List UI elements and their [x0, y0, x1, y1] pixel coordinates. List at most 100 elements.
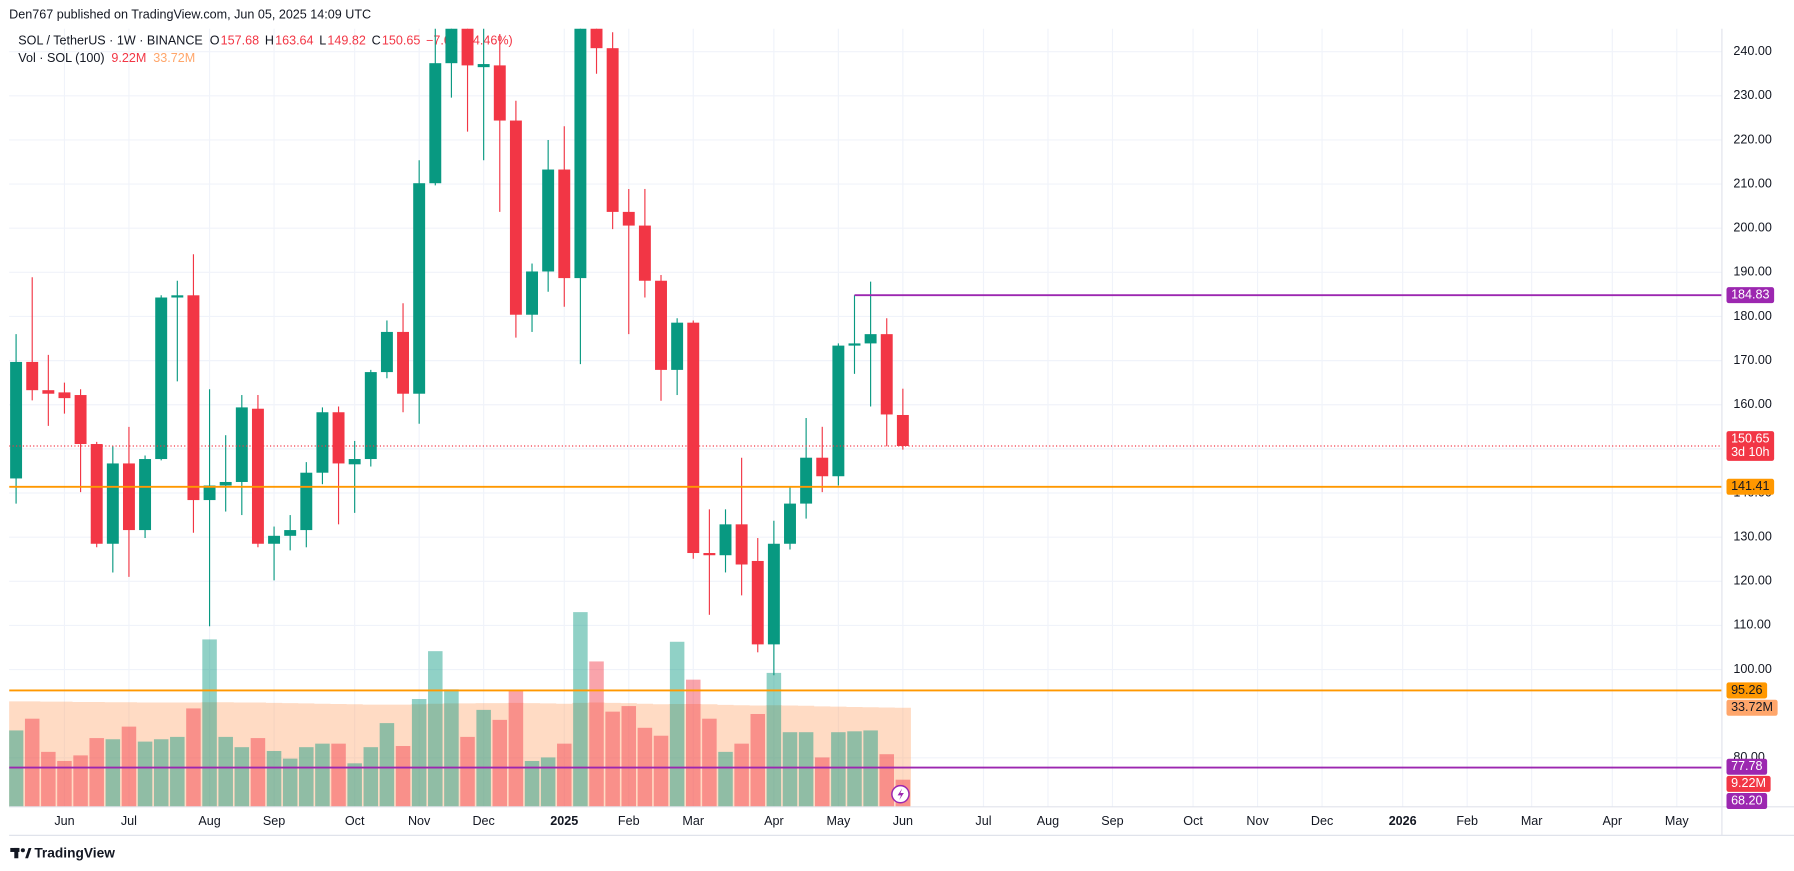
legend-item: 157.68	[221, 34, 259, 48]
volume-bar	[73, 755, 88, 807]
candle-body	[122, 463, 135, 531]
label-text: 141.41	[1731, 479, 1769, 493]
volume-bar	[653, 735, 669, 807]
y-tick-label: 120.00	[1733, 574, 1771, 588]
candle-body	[526, 271, 538, 315]
label-text: 150.65	[1731, 431, 1769, 445]
grid	[9, 28, 1722, 807]
x-tick-label: Sep	[1101, 814, 1123, 828]
candle-body	[332, 412, 345, 464]
candle-body	[509, 120, 522, 315]
candle-body	[606, 48, 619, 212]
label-box	[1726, 793, 1768, 810]
x-tick-label: May	[826, 814, 850, 828]
volume-bar	[460, 736, 475, 807]
x-tick-label: Mar	[1521, 814, 1543, 828]
legend-item: 150.65	[382, 34, 420, 48]
candle-body	[316, 412, 329, 473]
candle-body	[574, 28, 587, 279]
y-tick-label: 190.00	[1733, 265, 1771, 279]
candle-body	[655, 280, 667, 370]
volume-bar	[250, 738, 266, 807]
volume-bar	[186, 708, 201, 807]
legend-item: H	[265, 34, 274, 48]
candle-body	[26, 361, 39, 391]
x-tick-label: Dec	[472, 814, 494, 828]
volume-bar	[444, 689, 459, 807]
volume-bar	[734, 743, 749, 807]
legend-item: 9.22M	[111, 51, 146, 65]
y-tick-label: 220.00	[1733, 132, 1771, 146]
candle-body	[590, 28, 603, 49]
candle-body	[58, 392, 71, 399]
candle-body	[219, 481, 232, 486]
volume-bar	[621, 706, 637, 807]
label-box	[1726, 478, 1775, 495]
volume-bar	[702, 718, 717, 807]
candle-body	[703, 553, 716, 556]
candle-body	[671, 322, 684, 370]
candle-body	[364, 372, 377, 460]
level-label: 68.20	[1726, 793, 1768, 810]
volume-bar	[363, 747, 379, 807]
volume-bar	[476, 709, 491, 807]
volume-bar	[492, 719, 508, 807]
candle-body	[397, 331, 410, 394]
level-label: 141.41	[1726, 478, 1775, 495]
x-tick-label: Mar	[682, 814, 704, 828]
label-text: 33.72M	[1731, 700, 1773, 714]
y-tick-label: 130.00	[1733, 529, 1771, 543]
candle-body	[90, 444, 103, 544]
candle-body	[348, 459, 361, 465]
legend-item: O	[210, 34, 220, 48]
volume-bar	[573, 612, 588, 807]
header: Den767 published on TradingView.com, Jun…	[9, 7, 371, 21]
y-tick-label: 210.00	[1733, 176, 1771, 190]
x-tick-label: Feb	[1456, 814, 1478, 828]
legend-item: L	[319, 34, 326, 48]
volume-bar	[331, 743, 346, 807]
event-icon	[891, 784, 910, 804]
candle-body	[558, 169, 571, 279]
x-tick-label: Aug	[1037, 814, 1059, 828]
label-box	[1726, 699, 1778, 716]
candle-body	[784, 503, 796, 544]
candle-body	[42, 390, 55, 394]
volume-bar	[686, 679, 701, 807]
y-tick-label: 240.00	[1733, 44, 1771, 58]
label-text: 68.20	[1731, 793, 1762, 807]
candle-body	[896, 414, 909, 447]
volume-bar	[605, 711, 620, 807]
y-tick-label: 180.00	[1733, 309, 1771, 323]
volume-bar	[89, 738, 104, 807]
volume-bar	[299, 747, 314, 807]
volume-bar	[524, 760, 540, 807]
label-box	[1726, 758, 1768, 775]
label-text: 184.83	[1731, 288, 1769, 302]
volume-bar	[202, 639, 217, 807]
volume-ma-area	[9, 701, 911, 807]
x-tick-label: Oct	[1183, 814, 1203, 828]
volume-bar	[153, 739, 169, 807]
legend-item: 149.82	[327, 34, 365, 48]
x-tick-label: Apr	[764, 814, 784, 828]
y-tick-label: 100.00	[1733, 662, 1771, 676]
candle-body	[832, 345, 845, 477]
x-tick-label: 2025	[550, 814, 578, 828]
candle-body	[235, 407, 248, 482]
candle-body	[203, 485, 216, 501]
level-label: 95.26	[1726, 682, 1768, 699]
volume-bar	[831, 732, 846, 807]
candle-body	[300, 472, 313, 531]
candle-body	[155, 297, 168, 460]
volume-bar	[411, 699, 427, 807]
label-box	[1726, 431, 1775, 461]
candle-body	[284, 530, 297, 536]
candle-body	[848, 343, 861, 346]
y-tick-label: 200.00	[1733, 221, 1771, 235]
volume-bar	[315, 743, 330, 807]
legend-item: SOL / TetherUS · 1W · BINANCE	[18, 34, 203, 48]
candle-body	[268, 535, 281, 544]
